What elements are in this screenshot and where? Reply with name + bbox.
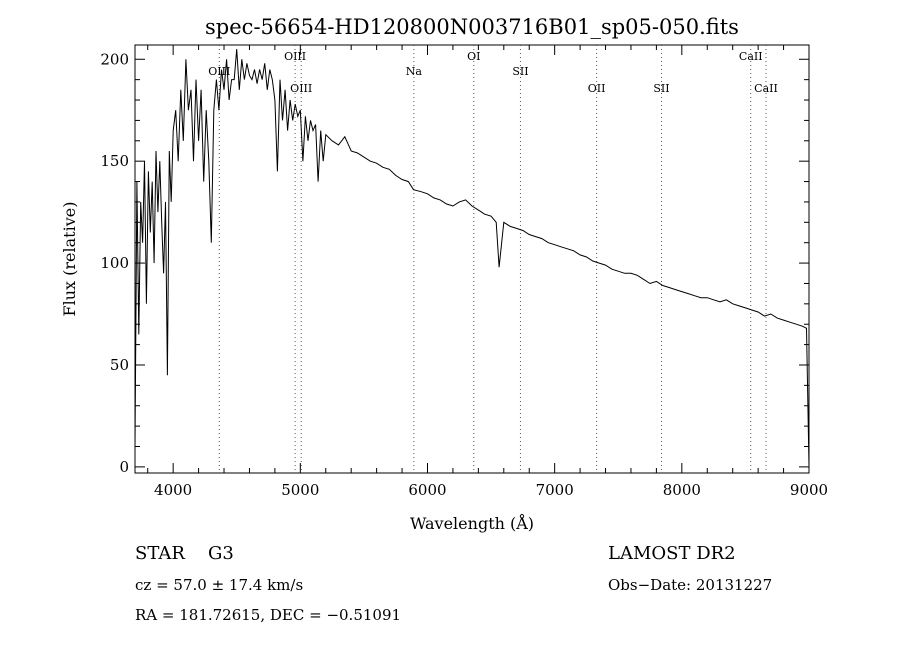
y-axis-ticks: 0 50 100 150 200 — [100, 50, 809, 476]
spectral-line-label: OII — [588, 82, 606, 95]
object-class: STAR — [135, 543, 185, 564]
y-tick-label: 50 — [110, 356, 129, 374]
y-tick-label: 200 — [100, 50, 129, 68]
x-tick-label: 6000 — [408, 481, 446, 499]
spectral-line-label: SII — [512, 65, 528, 78]
spectral-line-label: OI — [467, 50, 480, 63]
spectral-line-label: OIII — [284, 50, 306, 63]
x-tick-label: 7000 — [536, 481, 574, 499]
x-axis-ticks: 4000 5000 6000 7000 8000 9000 — [147, 45, 828, 499]
y-tick-label: 0 — [119, 458, 129, 476]
spectral-line-label: CaII — [739, 50, 763, 63]
y-axis-label: Flux (relative) — [60, 202, 79, 317]
x-tick-label: 4000 — [154, 481, 192, 499]
object-subclass: G3 — [208, 543, 234, 564]
plot-frame — [134, 44, 810, 474]
y-tick-label: 150 — [100, 152, 129, 170]
spectrum-line — [134, 49, 810, 467]
spectral-line-label: SII — [653, 82, 669, 95]
x-tick-label: 8000 — [663, 481, 701, 499]
x-axis-label: Wavelength (Å) — [410, 513, 534, 533]
redshift-cz: cz = 57.0 ± 17.4 km/s — [135, 576, 303, 594]
spectral-line-label: OIII — [290, 82, 312, 95]
ra-dec: RA = 181.72615, DEC = −0.51091 — [135, 606, 401, 624]
chart-title: spec-56654-HD120800N003716B01_sp05-050.f… — [205, 15, 739, 39]
survey-name: LAMOST DR2 — [608, 543, 736, 564]
spectral-line-label: CaII — [754, 82, 778, 95]
x-tick-label: 9000 — [790, 481, 828, 499]
x-tick-label: 5000 — [281, 481, 319, 499]
spectral-line-label: Na — [406, 65, 423, 78]
y-tick-label: 100 — [100, 254, 129, 272]
obs-date: Obs−Date: 20131227 — [608, 576, 772, 594]
